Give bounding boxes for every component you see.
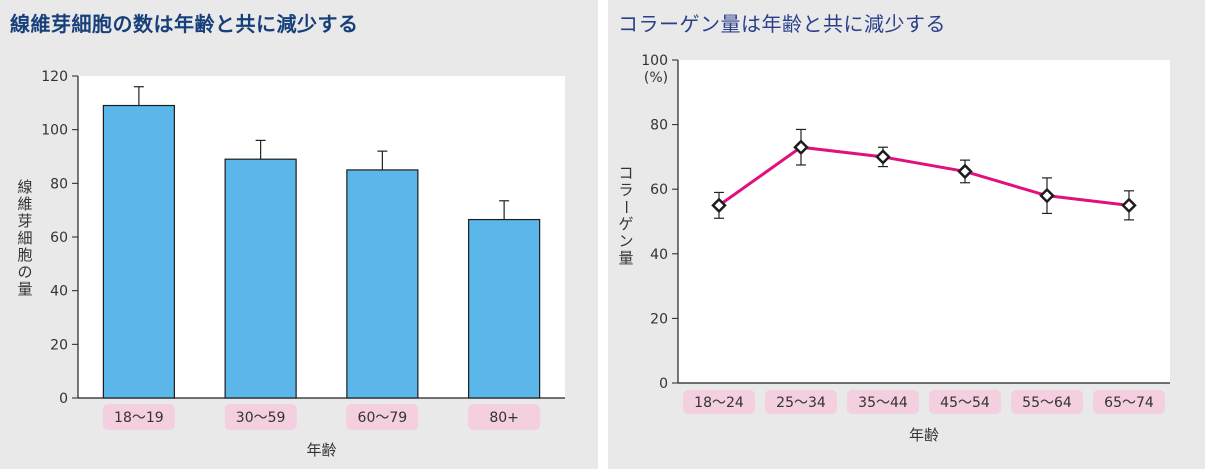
right-panel: コラーゲン量は年齢と共に減少する 0 20 40 60 80 100 (%) 18〜24 25〜… <box>608 0 1205 469</box>
svg-text:コ: コ <box>618 164 633 182</box>
category-label-bg <box>224 404 297 430</box>
data-point-marker <box>1039 187 1055 204</box>
chart-title-fibroblast: 線維芽細胞の数は年齢と共に減少する <box>10 12 359 36</box>
chart-title-collagen: コラーゲン量は年齢と共に減少する <box>618 12 946 36</box>
y-tick-label: 0 <box>59 391 68 407</box>
svg-text:ラ: ラ <box>618 181 633 199</box>
x-category-label: 45〜54 <box>940 395 990 411</box>
x-category-label: 35〜44 <box>858 395 908 411</box>
svg-text:量: 量 <box>618 249 633 267</box>
bar <box>468 218 541 399</box>
bar <box>224 158 297 399</box>
bar <box>346 169 419 399</box>
svg-text:線: 線 <box>17 178 32 196</box>
svg-text:ン: ン <box>618 232 633 250</box>
x-axis-title: 年齢 <box>909 426 939 444</box>
data-point-marker <box>711 197 727 214</box>
bar <box>102 104 175 399</box>
left-panel: 線維芽細胞の数は年齢と共に減少する 0 20 40 60 80 100 120 18〜19 30… <box>0 0 598 469</box>
svg-text:胞: 胞 <box>17 246 32 264</box>
y-axis-title: コラーゲン量 <box>617 164 635 267</box>
plot-area <box>678 60 1170 383</box>
x-category-label: 18〜24 <box>694 395 744 411</box>
x-category-label: 60〜79 <box>358 410 408 426</box>
y-tick-label: 0 <box>659 376 668 392</box>
svg-text:芽: 芽 <box>17 212 32 230</box>
category-label-bg <box>1011 390 1083 414</box>
y-tick-label: 40 <box>50 284 68 300</box>
series-line <box>718 145 1130 207</box>
y-tick-label: 20 <box>650 311 668 327</box>
category-label-bg <box>683 390 755 414</box>
y-tick-label: 80 <box>50 176 68 192</box>
y-tick-label: 60 <box>50 230 68 246</box>
x-axis-title: 年齢 <box>306 441 336 459</box>
svg-text:維: 維 <box>17 195 32 213</box>
category-label-bg <box>346 404 419 430</box>
data-point-marker <box>793 139 809 155</box>
data-point-marker <box>875 149 891 165</box>
x-category-label: 65〜74 <box>1104 395 1154 411</box>
x-category-label: 80+ <box>489 410 519 426</box>
svg-text:ゲ: ゲ <box>618 215 633 233</box>
y-tick-label: 40 <box>650 247 668 263</box>
x-category-label: 25〜34 <box>776 395 826 411</box>
y-unit-label: (%) <box>644 70 668 86</box>
category-label-bg <box>765 390 837 414</box>
line-chart-collagen: 0 20 40 60 80 100(%) 18〜24 25〜34 35〜44 45〜54 55〜64… <box>617 53 1170 444</box>
y-tick-label: 60 <box>650 182 668 198</box>
category-label-bg <box>847 390 919 414</box>
category-label-bg <box>929 390 1001 414</box>
x-category-label: 30〜59 <box>236 410 286 426</box>
y-tick-label: 80 <box>650 118 668 134</box>
category-label-bg <box>1093 390 1165 414</box>
svg-text:ー: ー <box>617 199 635 214</box>
category-label-bg <box>102 404 175 430</box>
category-label-bg <box>468 404 541 430</box>
bar-chart-fibroblast: 0 20 40 60 80 100 120 18〜19 30〜59 60〜79 80+ 年齢 線維芽細胞… <box>17 69 565 459</box>
svg-text:量: 量 <box>17 280 32 298</box>
y-tick-label: 100 <box>641 53 668 69</box>
x-category-label: 55〜64 <box>1022 395 1072 411</box>
svg-text:の: の <box>17 263 32 281</box>
x-category-label: 18〜19 <box>114 410 164 426</box>
y-tick-label: 120 <box>41 69 68 85</box>
y-tick-label: 20 <box>50 337 68 353</box>
y-tick-label: 100 <box>41 123 68 139</box>
data-point-marker <box>957 163 973 180</box>
data-point-marker <box>1121 197 1137 214</box>
svg-text:細: 細 <box>17 229 32 247</box>
